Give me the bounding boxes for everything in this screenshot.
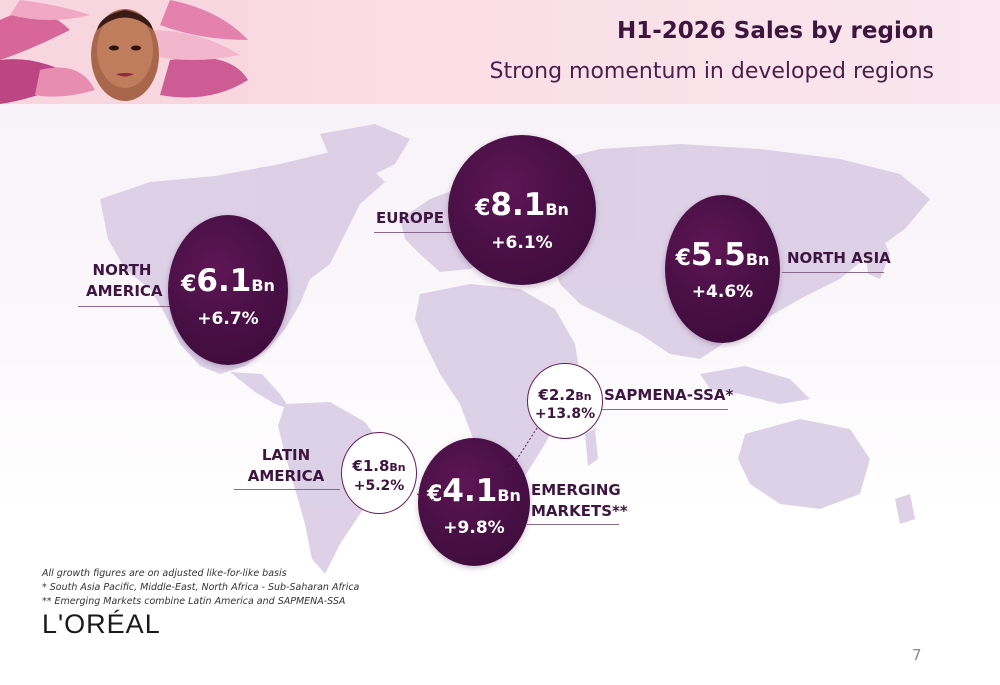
north-america-sales: €6.1Bn	[181, 263, 275, 299]
latin-america-label-line2: AMERICA	[247, 467, 325, 485]
loreal-logo: L'ORÉAL	[42, 609, 161, 639]
bubble-sapmena-ssa: €2.2Bn +13.8%	[527, 363, 603, 439]
sapmena-ssa-growth: +13.8%	[534, 406, 596, 422]
model-photo	[0, 0, 248, 104]
region-label-europe: EUROPE	[374, 208, 454, 233]
emerging-markets-leader-line	[527, 524, 619, 525]
emerging-markets-label-line1: EMERGING	[531, 481, 621, 499]
footnote-3: ** Emerging Markets combine Latin Americ…	[42, 596, 346, 607]
bubble-europe: €8.1Bn +6.1%	[448, 135, 596, 285]
north-asia-growth: +4.6%	[691, 282, 754, 302]
bubble-emerging-markets: €4.1Bn +9.8%	[418, 438, 530, 566]
europe-leader-line	[374, 232, 454, 233]
central-america-landmass	[230, 372, 290, 409]
sapmena-ssa-label: SAPMENA-SSA*	[604, 386, 734, 404]
europe-growth: +6.1%	[491, 233, 553, 253]
north-america-growth: +6.7%	[197, 309, 259, 329]
latin-america-growth: +5.2%	[353, 478, 405, 494]
latin-america-leader-line	[234, 489, 340, 490]
emerging-markets-growth: +9.8%	[443, 518, 505, 538]
bubble-north-asia: €5.5Bn +4.6%	[665, 195, 780, 343]
region-label-latin-america: LATIN AMERICA	[234, 445, 340, 490]
footnote-1: All growth figures are on adjusted like-…	[42, 568, 287, 579]
sapmena-ssa-leader-line	[602, 409, 728, 410]
africa-landmass	[415, 284, 580, 504]
madagascar-landmass	[585, 429, 598, 466]
footnotes: All growth figures are on adjusted like-…	[42, 567, 359, 609]
europe-label: EUROPE	[376, 209, 444, 227]
greenland-landmass	[320, 124, 410, 179]
europe-sales: €8.1Bn	[475, 187, 569, 223]
latin-america-sales: €1.8Bn	[352, 457, 406, 475]
north-america-leader-line	[78, 306, 178, 307]
sapmena-ssa-sales: €2.2Bn	[538, 386, 592, 404]
japan-landmass	[865, 232, 890, 279]
bubble-north-america: €6.1Bn +6.7%	[168, 215, 288, 365]
north-asia-sales: €5.5Bn	[675, 237, 770, 273]
header-band: H1-2026 Sales by region Strong momentum …	[0, 0, 1000, 104]
region-label-north-america: NORTH AMERICA	[78, 260, 178, 307]
region-label-emerging-markets: EMERGING MARKETS**	[527, 480, 628, 525]
emerging-markets-label-line2: MARKETS**	[531, 502, 628, 520]
australia-landmass	[738, 419, 870, 509]
north-america-label-line2: AMERICA	[86, 282, 163, 300]
north-asia-label: NORTH ASIA	[787, 249, 891, 267]
north-asia-leader-line	[782, 272, 884, 273]
footnote-2: * South Asia Pacific, Middle-East, North…	[42, 582, 360, 593]
north-america-label-line1: NORTH	[92, 261, 152, 279]
page-title: H1-2026 Sales by region	[616, 18, 934, 44]
se-asia-islands	[700, 366, 810, 404]
latin-america-label-line1: LATIN	[261, 446, 311, 464]
bubble-latin-america: €1.8Bn +5.2%	[341, 432, 417, 514]
page-subtitle: Strong momentum in developed regions	[489, 59, 934, 84]
new-zealand-landmass	[895, 494, 915, 524]
region-label-north-asia: NORTH ASIA	[782, 248, 891, 273]
emerging-markets-sales: €4.1Bn	[427, 473, 521, 509]
region-label-sapmena-ssa: SAPMENA-SSA*	[602, 385, 734, 410]
page-number: 7	[912, 646, 922, 664]
